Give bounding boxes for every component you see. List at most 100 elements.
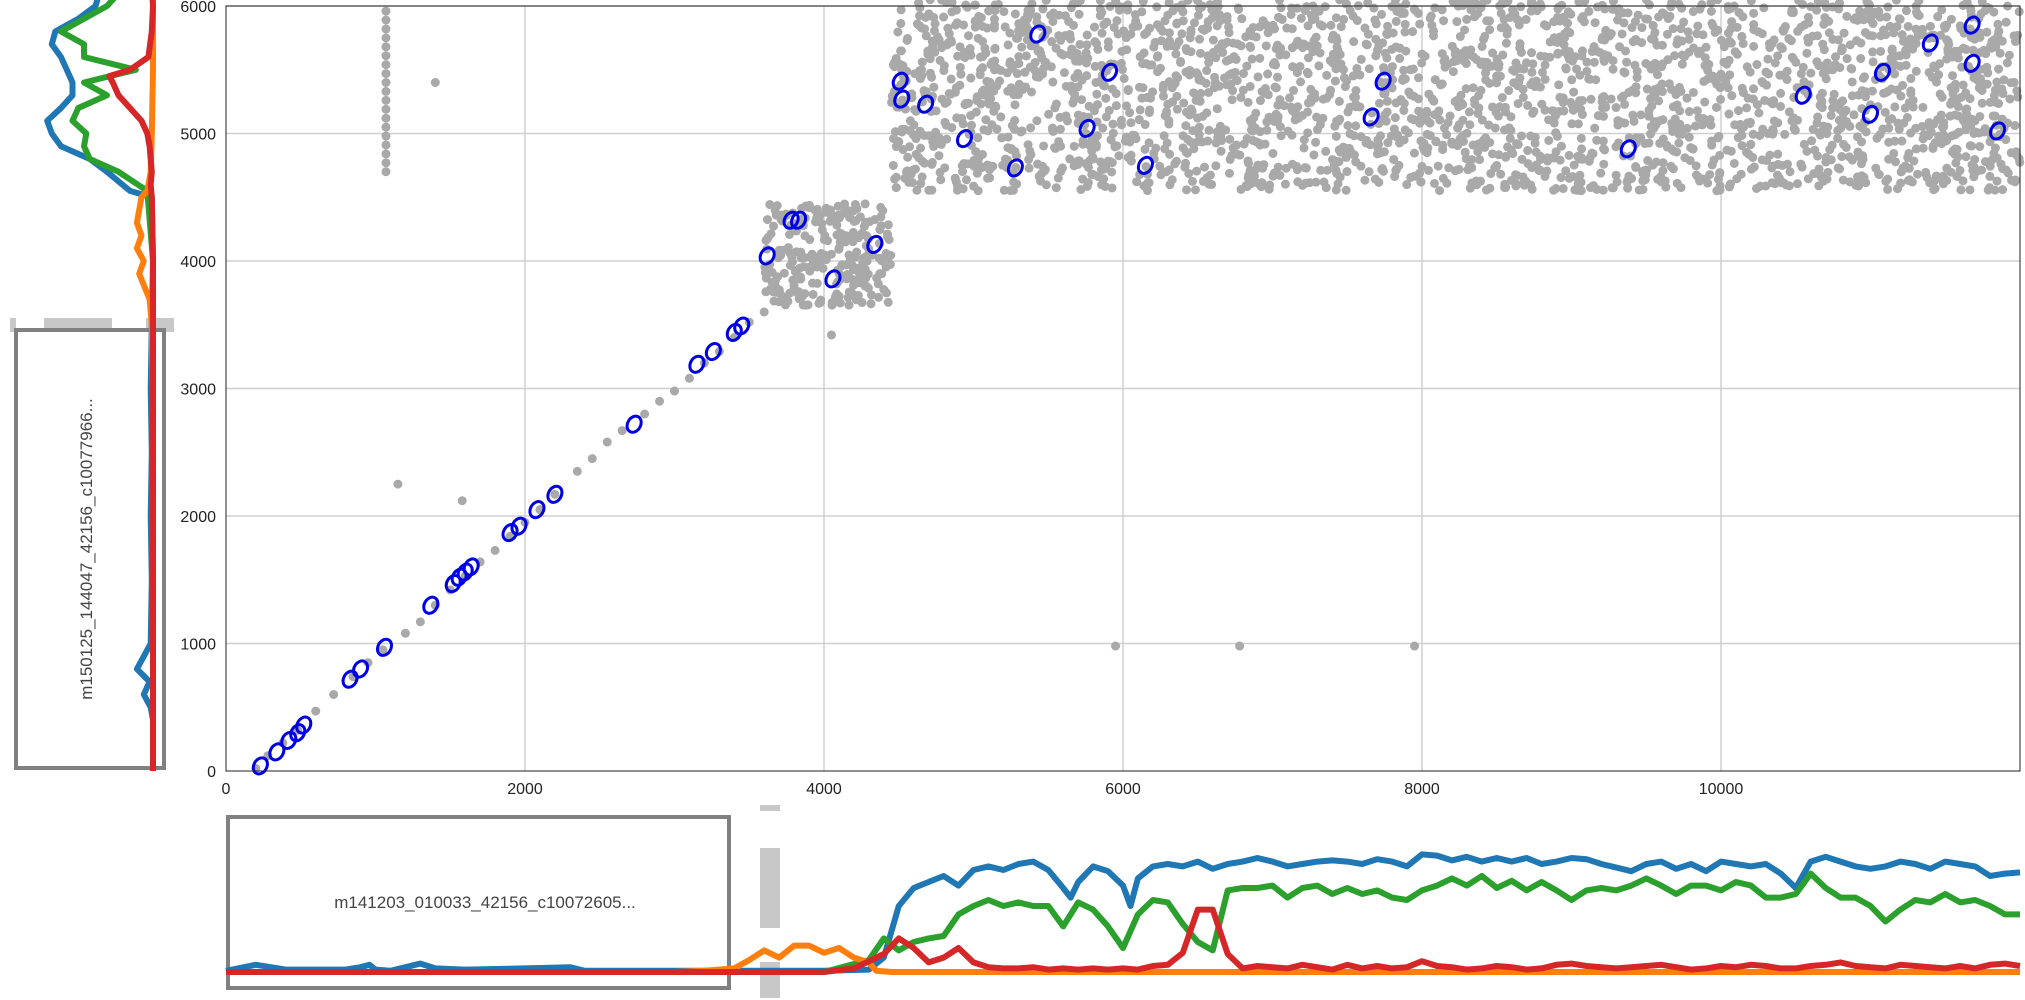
dense-block-point — [1468, 52, 1478, 62]
dense-block-point — [1913, 169, 1923, 179]
dense-block-point — [1757, 155, 1767, 165]
dense-block-point — [1705, 115, 1715, 125]
dense-block-point — [1523, 146, 1533, 156]
dense-block-point — [1247, 118, 1257, 128]
dense-block-point — [1211, 161, 1221, 171]
dense-block-point — [953, 51, 963, 61]
dense-block-point — [1611, 170, 1621, 180]
dense-block-point — [1984, 3, 1994, 13]
dense-block-point — [1628, 37, 1638, 47]
dense-block-point — [1245, 26, 1255, 36]
dense-block-point — [1255, 179, 1265, 189]
dense-block-point — [794, 294, 804, 304]
dense-block-point — [1961, 125, 1971, 135]
dense-block-point — [1582, 66, 1592, 76]
y-read-coverage-panel: m150125_144047_42156_c10077966... — [10, 0, 174, 771]
x-region-marker — [760, 962, 780, 998]
x-read-box — [226, 815, 731, 990]
dense-block-point — [1389, 124, 1399, 134]
dense-block-point — [1821, 74, 1831, 84]
dense-block-point — [1768, 126, 1778, 136]
dense-block-point — [1382, 53, 1392, 63]
dense-block-point — [1199, 162, 1209, 172]
dense-block-point — [999, 185, 1009, 195]
dense-block-point — [927, 72, 937, 82]
dense-block-point — [1956, 185, 1966, 195]
dense-block-point — [1296, 77, 1306, 87]
dense-block-point — [1737, 124, 1747, 134]
dense-block-point — [1098, 123, 1108, 133]
dense-block-point — [1462, 14, 1472, 24]
dense-block-point — [1132, 177, 1142, 187]
dense-block-point — [1948, 71, 1958, 81]
dense-block-point — [1677, 36, 1687, 46]
dense-block-point — [1561, 64, 1571, 74]
dense-block-point — [1071, 56, 1081, 66]
dense-block-point — [1812, 31, 1822, 41]
dense-block-point — [1896, 178, 1906, 188]
dense-block-point — [1584, 74, 1594, 84]
dense-block-point — [1896, 167, 1906, 177]
dense-block-point — [1802, 146, 1812, 156]
dense-block-point — [1859, 15, 1869, 25]
diagonal-match-point — [684, 373, 694, 383]
dense-block-point — [1511, 179, 1521, 189]
dense-block-point — [1961, 105, 1971, 115]
dense-block-point — [1906, 74, 1916, 84]
highlighted-match-marker — [866, 234, 884, 254]
dense-block-point — [1563, 26, 1573, 36]
dense-block-point — [1670, 51, 1680, 61]
dense-block-point — [832, 289, 842, 299]
highlighted-match-marker — [1921, 33, 1939, 53]
dense-block-point — [1119, 74, 1129, 84]
dense-block-point — [1746, 140, 1756, 150]
dense-block-point — [903, 152, 913, 162]
dense-block-point — [1516, 131, 1526, 141]
dense-block-point — [1116, 115, 1126, 125]
vertical-streak-point — [381, 78, 391, 87]
dense-block-point — [1738, 39, 1748, 49]
dense-block-point — [947, 123, 957, 133]
dense-block-point — [2013, 92, 2023, 102]
x-axis-ticks: 0 2000 4000 6000 8000 10000 — [222, 781, 1744, 798]
dense-block-point — [1531, 76, 1541, 86]
dense-block-point — [761, 287, 771, 297]
dense-block-point — [1543, 156, 1553, 166]
dense-block-point — [919, 86, 929, 96]
dense-block-point — [816, 256, 826, 266]
dense-block-point — [1349, 131, 1359, 141]
dense-block-point — [1693, 172, 1703, 182]
dense-block-point — [1190, 185, 1200, 195]
dense-block-point — [1416, 136, 1426, 146]
dense-block-point — [1093, 44, 1103, 54]
dense-block-point — [930, 47, 940, 57]
dense-block-point — [1516, 2, 1526, 12]
dense-block-point — [1901, 6, 1911, 16]
dense-block-point — [1623, 8, 1633, 18]
dense-block-point — [1674, 138, 1684, 148]
dense-block-point — [1123, 86, 1133, 96]
dense-block-point — [1943, 37, 1953, 47]
dense-block-point — [1908, 95, 1918, 105]
dense-block-point — [1677, 59, 1687, 69]
dense-block-point — [951, 20, 961, 30]
off-diagonal-match-point — [1235, 641, 1245, 651]
dense-block-point — [1882, 12, 1892, 22]
dense-block-point — [867, 290, 877, 300]
dense-block-point — [1348, 71, 1358, 81]
dense-block-point — [1465, 183, 1475, 193]
dense-block-point — [981, 115, 991, 125]
dense-block-point — [1311, 177, 1321, 187]
dense-block-point — [1821, 153, 1831, 163]
dense-block-point — [1589, 57, 1599, 67]
dense-block-point — [1556, 141, 1566, 151]
dense-block-point — [1345, 6, 1355, 16]
dense-block-point — [1287, 24, 1297, 34]
dense-block-point — [1255, 53, 1265, 63]
dense-block-point — [1087, 135, 1097, 145]
dense-block-point — [1023, 9, 1033, 19]
dense-block-point — [1727, 17, 1737, 27]
dense-block-point — [1156, 36, 1166, 46]
dense-block-point — [1196, 88, 1206, 98]
dense-block-point — [1834, 4, 1844, 14]
